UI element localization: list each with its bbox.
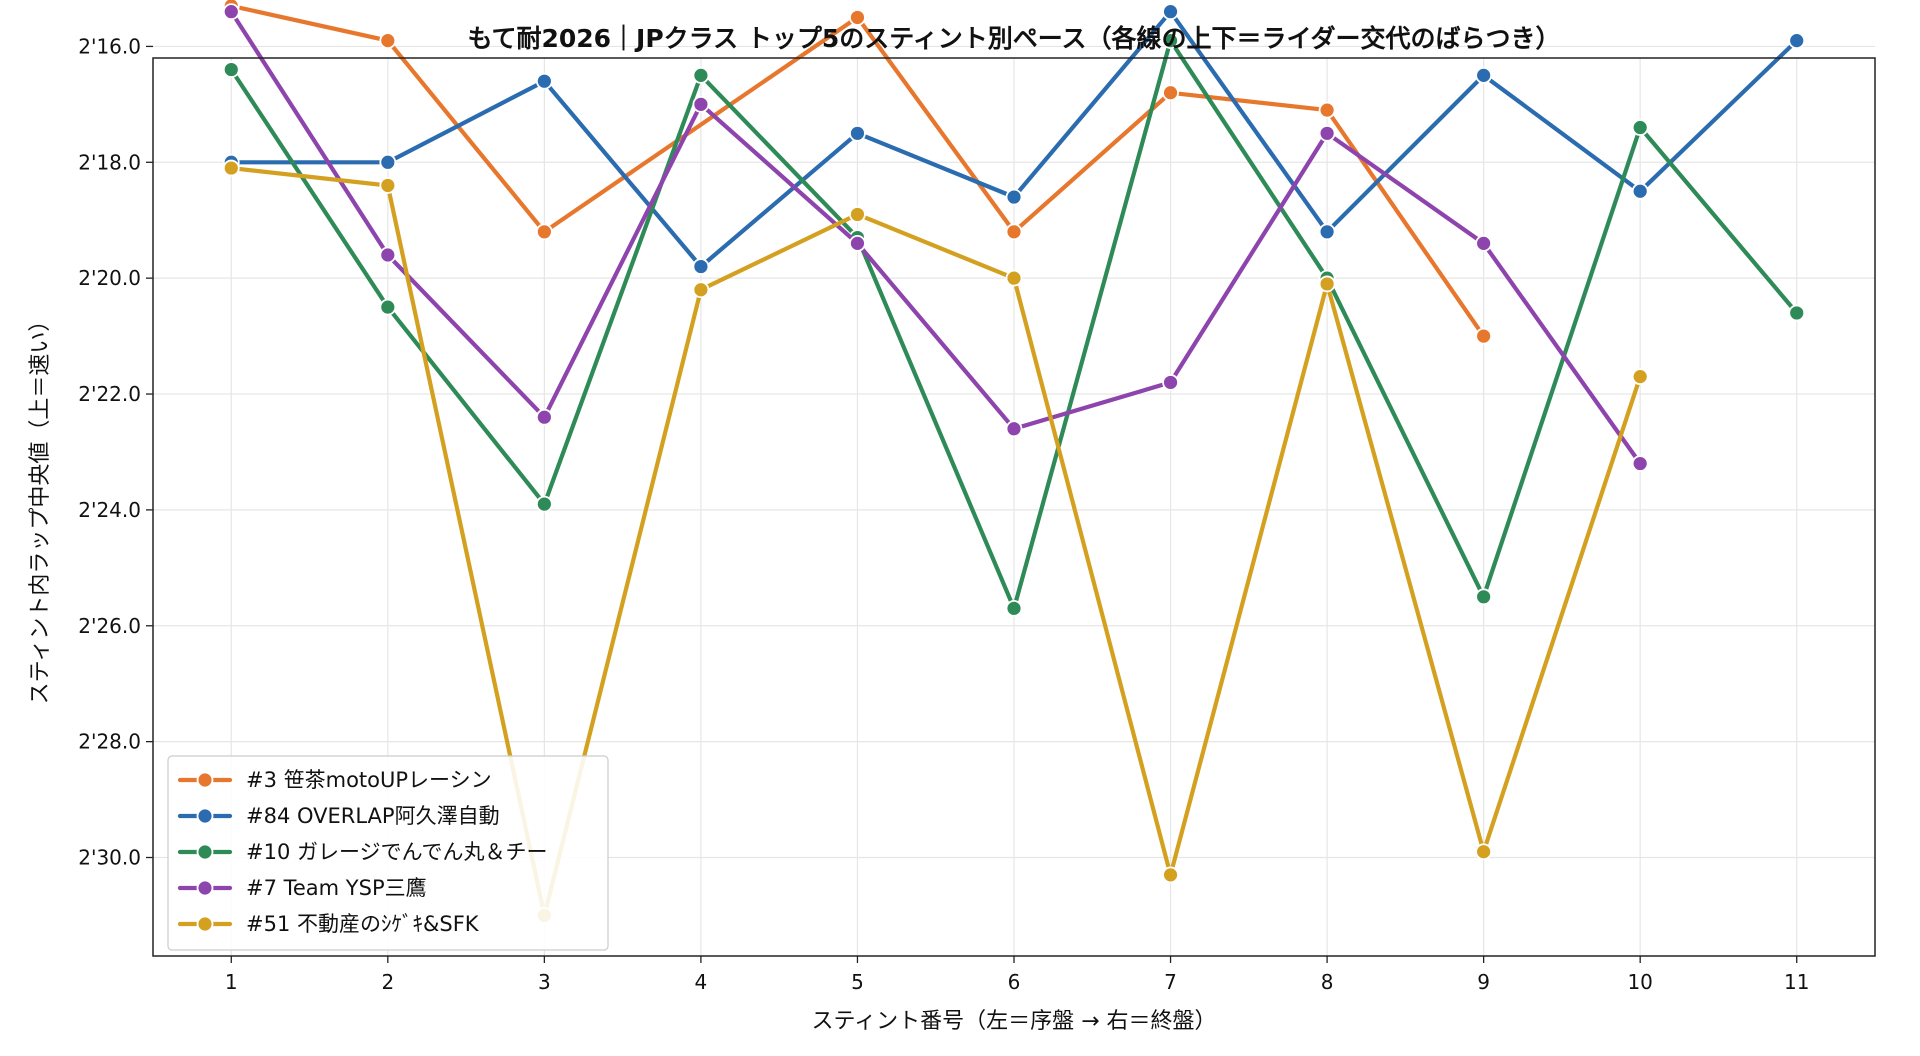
data-point xyxy=(379,32,397,50)
legend-item: #7 Team YSP三鷹 xyxy=(177,876,427,900)
data-point xyxy=(379,298,397,316)
x-tick-label: 8 xyxy=(1321,970,1334,994)
data-point xyxy=(1162,84,1179,102)
y-tick-label: 2'24.0 xyxy=(78,498,141,522)
data-point xyxy=(1162,374,1179,391)
x-tick-label: 4 xyxy=(695,970,708,994)
series-line xyxy=(229,9,1643,466)
legend-label: #51 不動産のｼｹﾞｷ&SFK xyxy=(246,912,480,936)
series-lines xyxy=(222,0,1806,924)
data-point xyxy=(849,124,866,142)
data-point xyxy=(1475,588,1493,606)
series-line xyxy=(229,166,1643,918)
legend-marker xyxy=(196,843,214,861)
data-point xyxy=(849,234,866,252)
x-axis-label: スティント番号（左＝序盤 → 右＝終盤） xyxy=(811,1009,1216,1034)
y-tick-label: 2'28.0 xyxy=(78,730,141,754)
legend-box xyxy=(167,755,609,951)
data-point xyxy=(535,72,553,90)
x-tick-label: 1 xyxy=(225,970,238,994)
legend-label: #10 ガレージでんでん丸＆チー xyxy=(246,840,548,864)
legend-marker xyxy=(196,807,214,825)
x-tick-label: 9 xyxy=(1477,970,1490,994)
legend-item: #84 OVERLAP阿久澤自動 xyxy=(177,804,500,828)
x-tick-label: 2 xyxy=(381,970,394,994)
data-point xyxy=(222,159,240,177)
data-point xyxy=(1631,368,1649,386)
legend-marker xyxy=(196,771,214,789)
data-point xyxy=(1318,275,1336,293)
data-point xyxy=(1475,843,1493,861)
data-point xyxy=(1005,269,1023,287)
legend: #3 笹茶motoUPレーシン #84 OVERLAP阿久澤自動 #10 ガレージで… xyxy=(167,755,609,951)
data-point xyxy=(692,66,710,84)
data-point xyxy=(1475,234,1493,252)
data-point xyxy=(1162,3,1179,21)
data-point xyxy=(1475,327,1493,345)
series-line xyxy=(229,3,1486,339)
data-point xyxy=(1788,304,1806,322)
y-tick-label: 2'18.0 xyxy=(78,150,141,174)
data-point xyxy=(692,95,710,113)
data-point xyxy=(692,258,710,275)
legend-label: #7 Team YSP三鷹 xyxy=(246,876,427,900)
data-point xyxy=(379,153,397,171)
legend-item: #51 不動産のｼｹﾞｷ&SFK xyxy=(177,912,480,936)
chart-title: もて耐2026｜JPクラス トップ5のスティント別ペース（各線の上下＝ライダー交… xyxy=(467,24,1560,53)
legend-label: #3 笹茶motoUPレーシン xyxy=(246,768,492,792)
data-point xyxy=(379,177,397,194)
data-point xyxy=(222,61,240,78)
data-point xyxy=(849,9,866,26)
axis-ticks: 1 2 3 4 5 6 7 8 9 10 11 2'16.0 2'18.0 2'20.0 2'22.0 2'2… xyxy=(78,34,1809,994)
data-point xyxy=(379,246,397,264)
data-point xyxy=(1475,66,1493,84)
y-tick-label: 2'16.0 xyxy=(78,34,141,58)
data-point xyxy=(1005,420,1023,438)
x-tick-label: 6 xyxy=(1008,970,1021,994)
x-tick-label: 3 xyxy=(538,970,551,994)
data-point xyxy=(535,408,553,426)
x-tick-label: 10 xyxy=(1627,970,1652,994)
data-point xyxy=(1162,866,1179,884)
data-point xyxy=(222,3,240,21)
data-point xyxy=(692,281,710,299)
data-point xyxy=(1318,101,1336,119)
data-point xyxy=(535,495,553,513)
data-point xyxy=(535,223,553,241)
data-point xyxy=(849,206,866,223)
data-point xyxy=(1631,182,1649,200)
data-point xyxy=(1631,119,1649,136)
legend-label: #84 OVERLAP阿久澤自動 xyxy=(246,804,500,828)
legend-item: #10 ガレージでんでん丸＆チー xyxy=(177,840,548,864)
legend-item: #3 笹茶motoUPレーシン xyxy=(177,768,492,792)
x-tick-label: 5 xyxy=(851,970,864,994)
data-point xyxy=(1631,455,1649,472)
data-point xyxy=(1005,188,1023,206)
data-point xyxy=(1005,223,1023,241)
legend-marker xyxy=(196,915,214,933)
data-point xyxy=(1005,599,1023,617)
series-5 xyxy=(222,159,1649,924)
legend-marker xyxy=(196,879,214,897)
x-tick-label: 11 xyxy=(1784,970,1809,994)
data-point xyxy=(1318,223,1336,241)
y-axis-label: スティント内ラップ中央値（上＝速い） xyxy=(28,310,53,705)
y-tick-label: 2'26.0 xyxy=(78,614,141,638)
series-4 xyxy=(222,3,1649,472)
data-point xyxy=(1318,124,1336,142)
y-tick-label: 2'30.0 xyxy=(78,846,141,870)
x-tick-label: 7 xyxy=(1164,970,1177,994)
y-tick-label: 2'22.0 xyxy=(78,382,141,406)
data-point xyxy=(1162,32,1179,50)
data-point xyxy=(1788,32,1806,50)
y-tick-label: 2'20.0 xyxy=(78,266,141,290)
